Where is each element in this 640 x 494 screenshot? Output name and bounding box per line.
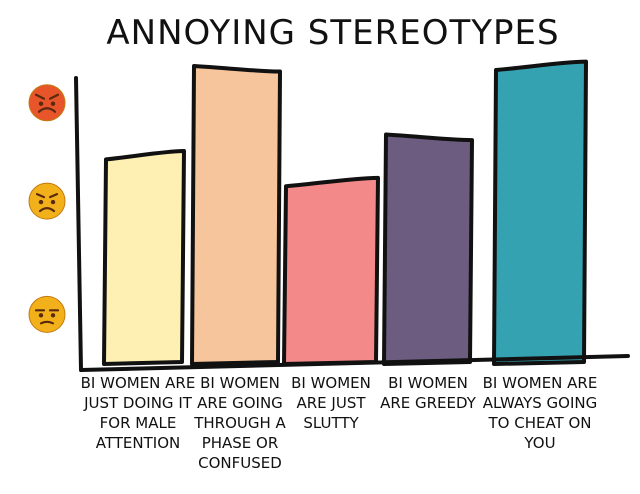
y-axis bbox=[74, 76, 83, 372]
bar-1 bbox=[102, 149, 186, 366]
category-labels: BI WOMEN ARE JUST DOING IT FOR MALE ATTENTI… bbox=[81, 374, 598, 472]
category-label-line: BI WOMEN bbox=[388, 374, 468, 392]
unamused-face-icon bbox=[28, 295, 66, 333]
category-label-line: BI WOMEN ARE bbox=[483, 374, 598, 392]
category-label-line: ALWAYS GOING bbox=[483, 394, 598, 412]
category-label-line: BI WOMEN bbox=[200, 374, 280, 392]
category-label-line: BI WOMEN ARE bbox=[81, 374, 196, 392]
angry-face-icon bbox=[28, 84, 66, 122]
category-label-line: ARE JUST bbox=[296, 394, 366, 412]
y-scale-icons bbox=[28, 84, 66, 333]
category-label-line: SLUTTY bbox=[303, 414, 359, 432]
category-label-line: CONFUSED bbox=[198, 454, 282, 472]
frowning-face-icon bbox=[28, 182, 66, 220]
bar-4 bbox=[382, 132, 474, 366]
category-label-line: TO CHEAT ON bbox=[487, 414, 591, 432]
category-label-line: ARE GREEDY bbox=[380, 394, 477, 412]
x-axis bbox=[79, 354, 630, 372]
category-label-line: ATTENTION bbox=[96, 434, 180, 452]
bars bbox=[102, 59, 588, 366]
category-label-line: THROUGH A bbox=[193, 414, 286, 432]
category-label-line: FOR MALE bbox=[100, 414, 177, 432]
category-label-line: YOU bbox=[523, 434, 555, 452]
bar-5 bbox=[492, 59, 588, 366]
bar-3 bbox=[282, 175, 380, 366]
category-label-line: ARE GOING bbox=[197, 394, 283, 412]
category-label-line: BI WOMEN bbox=[291, 374, 371, 392]
category-label-line: JUST DOING IT bbox=[83, 394, 193, 412]
bar-2 bbox=[190, 63, 282, 366]
category-label-line: PHASE OR bbox=[202, 434, 279, 452]
chart-title: ANNOYING STEREOTYPES bbox=[106, 13, 559, 53]
